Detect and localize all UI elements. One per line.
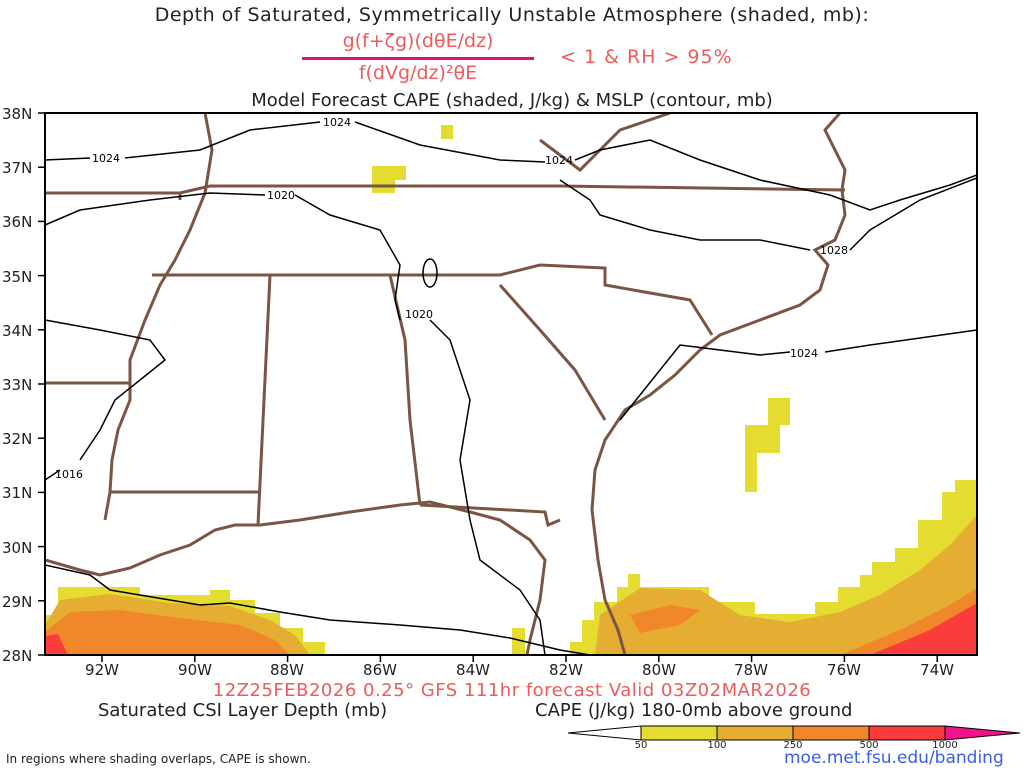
state-line-35n: [152, 263, 714, 336]
formula-denominator: f(dVg/dz)²θE: [358, 62, 478, 84]
lon-label: 80W: [642, 661, 676, 679]
lat-label: 32N: [2, 430, 33, 448]
contour-label: 1016: [55, 468, 83, 481]
mslp-contours: [45, 121, 977, 655]
colorbar-yellow: [640, 725, 718, 741]
formula-condition: < 1 & RH > 95%: [560, 46, 733, 68]
contour-label: 1024: [790, 347, 818, 360]
cape-shading: [45, 125, 977, 655]
isobar: [45, 319, 167, 481]
lon-label: 78W: [734, 661, 768, 679]
overlap-note: In regions where shading overlaps, CAPE …: [6, 752, 311, 766]
lon-label: 74W: [920, 661, 954, 679]
isobar-closed: [422, 258, 438, 288]
valid-time-line: 12Z25FEB2026 0.25° GFS 111hr forecast Va…: [212, 680, 812, 701]
lat-label: 28N: [2, 647, 33, 665]
title-line-3: Model Forecast CAPE (shaded, J/kg) & MSL…: [251, 90, 773, 111]
csi-depth-patch: [441, 125, 453, 139]
lon-label: 86W: [363, 661, 397, 679]
colorbar-tick: 50: [634, 740, 648, 751]
axis-ticks: [38, 112, 938, 662]
title-line-1: Depth of Saturated, Symmetrically Unstab…: [154, 4, 870, 26]
csi-depth-patch: [745, 398, 790, 492]
colorbar-white: [567, 725, 642, 741]
map-frame: [44, 112, 978, 656]
lat-label: 35N: [2, 268, 33, 286]
colorbar-red: [868, 725, 946, 741]
contour-label: 1020: [405, 308, 433, 321]
colorbar: [567, 725, 1021, 741]
isobar: [45, 564, 591, 655]
fraction-bar: [302, 57, 534, 60]
csi-depth-patch: [372, 166, 406, 193]
cape-legend-label: CAPE (J/kg) 180-0mb above ground: [535, 700, 853, 721]
csi-legend-label: Saturated CSI Layer Depth (mb): [98, 700, 388, 721]
contour-labels: 1024 1024 1024 1020 1020 1028 1024 1016: [55, 116, 848, 481]
atlantic-coastline: [590, 113, 847, 655]
cape-500-area: [45, 634, 68, 655]
formula-numerator: g(f+ζg)(dθE/dz): [342, 30, 494, 52]
contour-label: 1020: [267, 189, 295, 202]
colorbar-magenta: [944, 725, 1021, 741]
state-line-ms-al: [256, 274, 272, 526]
colorbar-orange: [792, 725, 870, 741]
isobar: [45, 121, 977, 211]
colorbar-tick: 100: [707, 740, 727, 751]
colorbar-tick: 1000: [932, 740, 958, 751]
lon-label: 82W: [549, 661, 583, 679]
source-url[interactable]: moe.met.fsu.edu/banding: [784, 748, 1004, 768]
isobar: [45, 192, 546, 655]
lon-label: 90W: [178, 661, 212, 679]
state-line-36-6n: [45, 184, 846, 195]
isobar: [619, 329, 977, 421]
lon-label: 92W: [85, 661, 119, 679]
lon-label: 76W: [827, 661, 861, 679]
state-line-ga-sc: [498, 284, 607, 421]
lat-label: 36N: [2, 213, 33, 231]
cape-250-area: [45, 610, 290, 655]
lat-label: 37N: [2, 159, 33, 177]
isobar: [559, 177, 977, 251]
lat-label: 30N: [2, 539, 33, 557]
lon-label: 88W: [270, 661, 304, 679]
lat-label: 31N: [2, 484, 33, 502]
state-line-ga-fl: [419, 503, 561, 528]
lat-label: 29N: [2, 593, 33, 611]
contour-label: 1028: [820, 244, 848, 257]
contour-label: 1024: [545, 154, 573, 167]
lat-label: 34N: [2, 322, 33, 340]
borders: [45, 113, 847, 655]
cape-500-area: [870, 603, 977, 655]
colorbar-tick: 500: [859, 740, 879, 751]
lat-label: 38N: [2, 105, 33, 123]
contour-label: 1024: [92, 152, 120, 165]
colorbar-tick: 250: [783, 740, 803, 751]
mississippi-river: [103, 113, 214, 521]
contour-label: 1024: [323, 116, 351, 129]
lon-label: 84W: [456, 661, 490, 679]
gulf-coastline: [45, 500, 547, 655]
lat-label: 33N: [2, 376, 33, 394]
cape-250-area: [630, 588, 977, 655]
cape-100-area: [595, 515, 977, 655]
colorbar-amber: [716, 725, 794, 741]
